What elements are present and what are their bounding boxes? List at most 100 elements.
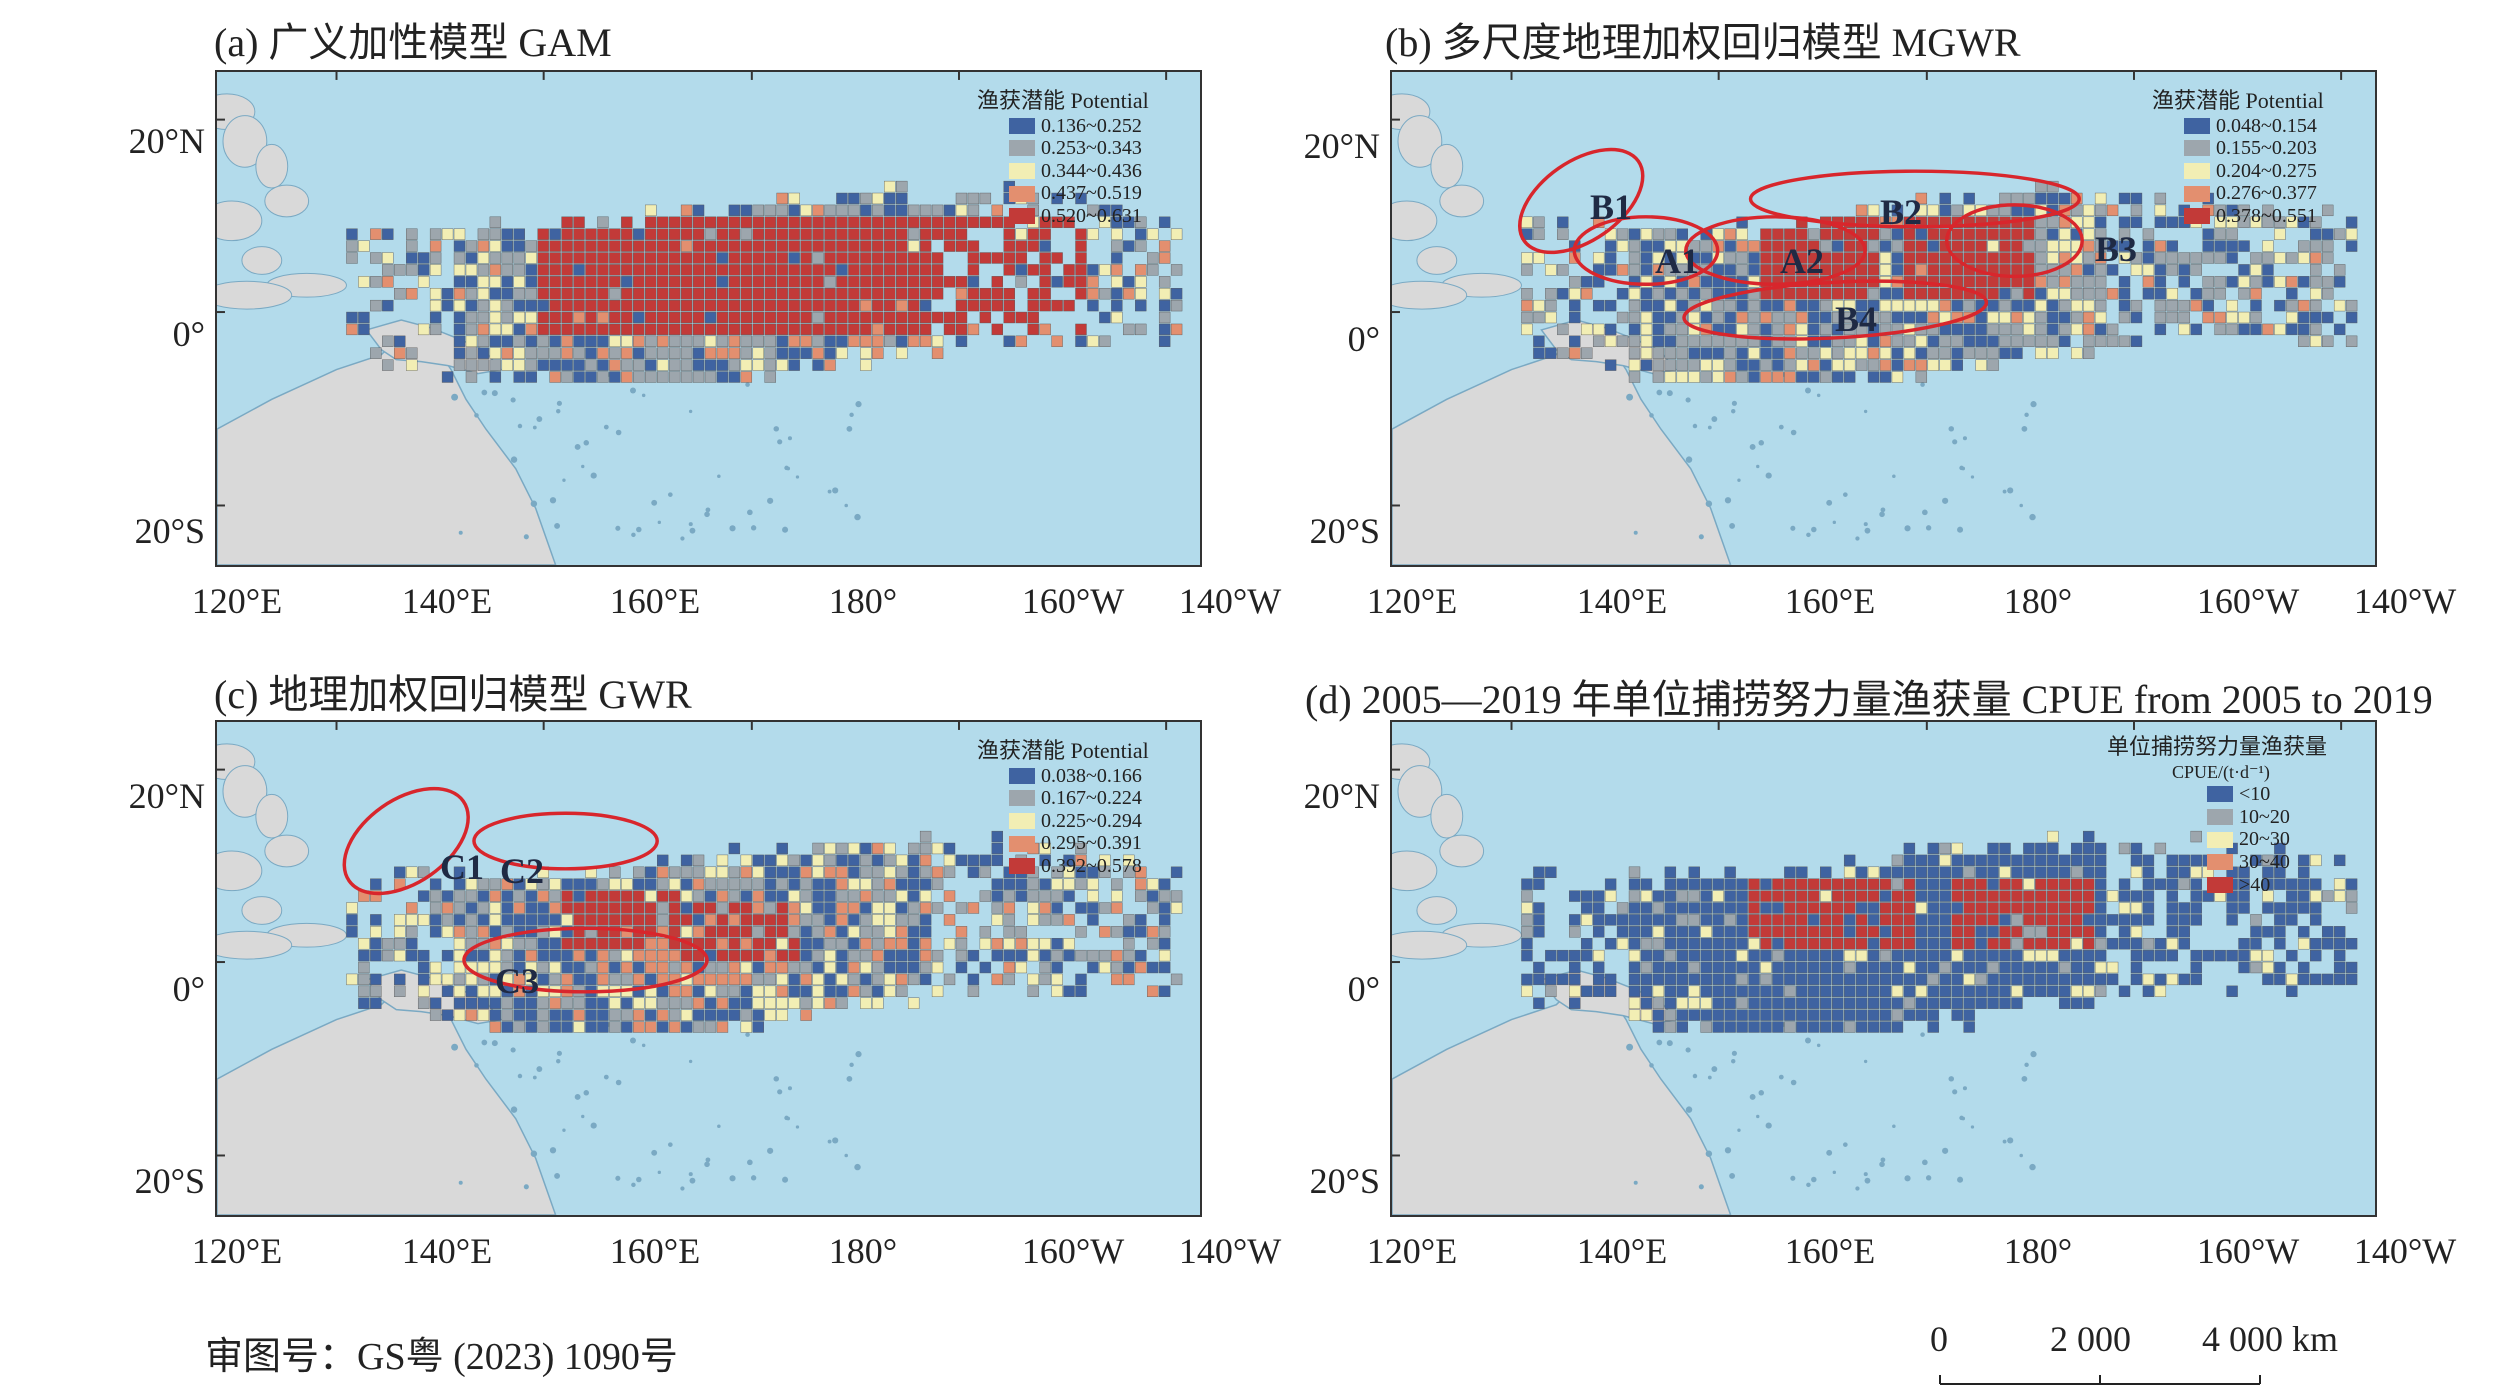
grid-cell bbox=[1784, 347, 1796, 359]
grid-cell bbox=[1832, 335, 1844, 347]
grid-cell bbox=[704, 938, 717, 950]
grid-cell bbox=[1111, 204, 1123, 217]
grid-cell bbox=[1748, 902, 1760, 914]
grid-cell bbox=[1832, 299, 1844, 312]
grid-cell bbox=[1087, 228, 1099, 240]
grid-cell bbox=[1123, 973, 1135, 986]
grid-cell bbox=[1999, 288, 2011, 300]
grid-cell bbox=[1087, 914, 1099, 926]
grid-cell bbox=[764, 890, 776, 902]
grid-cell bbox=[1736, 359, 1748, 371]
grid-cell bbox=[657, 264, 669, 276]
grid-cell bbox=[1951, 347, 1963, 359]
grid-cell bbox=[2322, 204, 2334, 217]
grid-cell bbox=[848, 854, 860, 867]
grid-cell bbox=[1855, 938, 1868, 950]
grid-cell bbox=[1712, 335, 1724, 347]
grid-cell bbox=[549, 973, 561, 986]
grid-cell bbox=[728, 288, 741, 300]
legend-item: 0.295~0.391 bbox=[1009, 832, 1149, 855]
grid-cell bbox=[1581, 985, 1593, 997]
grid-cell bbox=[1158, 938, 1171, 950]
grid-cell bbox=[1676, 985, 1688, 997]
grid-cell bbox=[2238, 938, 2250, 950]
grid-cell bbox=[824, 204, 836, 217]
grid-cell bbox=[406, 938, 418, 950]
grid-cell bbox=[2047, 335, 2059, 347]
grid-cell bbox=[1039, 938, 1051, 950]
grid-cell bbox=[561, 288, 573, 300]
grid-cell bbox=[955, 311, 968, 324]
grid-cell bbox=[465, 914, 478, 926]
grid-cell bbox=[1939, 359, 1951, 371]
grid-cell bbox=[2142, 854, 2155, 867]
grid-cell bbox=[1808, 323, 1820, 336]
grid-cell bbox=[1820, 949, 1832, 962]
grid-cell bbox=[2142, 938, 2155, 950]
grid-cell bbox=[1652, 299, 1665, 312]
grid-cell bbox=[680, 961, 693, 974]
grid-cell bbox=[2310, 264, 2322, 276]
grid-cell bbox=[549, 938, 561, 950]
grid-cell bbox=[1616, 311, 1629, 324]
grid-cell bbox=[1843, 371, 1856, 383]
grid-cell bbox=[1676, 961, 1688, 974]
grid-cell bbox=[1581, 914, 1593, 926]
grid-cell bbox=[1951, 878, 1963, 890]
grid-cell bbox=[489, 347, 502, 359]
grid-cell bbox=[884, 204, 896, 217]
grid-cell bbox=[668, 902, 681, 914]
grid-cell bbox=[1158, 276, 1171, 288]
grid-cell bbox=[561, 252, 573, 264]
grid-cell bbox=[657, 216, 669, 228]
grid-cell bbox=[907, 299, 920, 312]
grid-cell bbox=[1748, 240, 1760, 252]
grid-cell bbox=[645, 204, 657, 217]
grid-cell bbox=[1545, 264, 1557, 276]
grid-cell bbox=[716, 335, 729, 347]
grid-cell bbox=[1640, 299, 1653, 312]
grid-cell bbox=[2154, 276, 2167, 288]
grid-cell bbox=[812, 902, 824, 914]
grid-cell bbox=[1628, 1009, 1641, 1021]
grid-cell bbox=[1867, 240, 1880, 252]
grid-cell bbox=[2226, 323, 2238, 336]
grid-cell bbox=[704, 914, 717, 926]
grid-cell bbox=[489, 902, 502, 914]
grid-cell bbox=[2047, 311, 2059, 324]
grid-cell bbox=[2250, 938, 2262, 950]
grid-cell bbox=[704, 252, 717, 264]
grid-cell bbox=[370, 276, 382, 288]
grid-cell bbox=[561, 973, 573, 986]
grid-cell bbox=[370, 347, 382, 359]
grid-cell bbox=[800, 938, 812, 950]
grid-cell bbox=[489, 240, 502, 252]
grid-cell bbox=[740, 299, 753, 312]
grid-cell bbox=[824, 914, 836, 926]
grid-cell bbox=[1099, 216, 1111, 228]
grid-cell bbox=[2190, 866, 2202, 878]
grid-cell bbox=[1903, 347, 1916, 359]
grid-cell bbox=[692, 890, 705, 902]
grid-cell bbox=[585, 288, 597, 300]
grid-cell bbox=[2130, 252, 2143, 264]
grid-cell bbox=[1027, 288, 1039, 300]
grid-cell bbox=[1903, 973, 1916, 986]
grid-cell bbox=[1832, 1021, 1844, 1033]
grid-cell bbox=[370, 878, 382, 890]
grid-cell bbox=[1867, 878, 1880, 890]
grid-cell bbox=[1700, 973, 1712, 986]
grid-cell bbox=[1039, 288, 1051, 300]
grid-cell bbox=[884, 973, 896, 986]
grid-cell bbox=[2214, 288, 2226, 300]
grid-cell bbox=[657, 371, 669, 383]
grid-cell bbox=[1975, 985, 1987, 997]
grid-cell bbox=[1927, 252, 1939, 264]
grid-cell bbox=[1784, 902, 1796, 914]
grid-cell bbox=[549, 878, 561, 890]
grid-cell bbox=[1039, 252, 1051, 264]
grid-cell bbox=[2035, 347, 2047, 359]
grid-cell bbox=[1581, 276, 1593, 288]
grid-cell bbox=[489, 1021, 502, 1033]
grid-cell bbox=[1867, 359, 1880, 371]
